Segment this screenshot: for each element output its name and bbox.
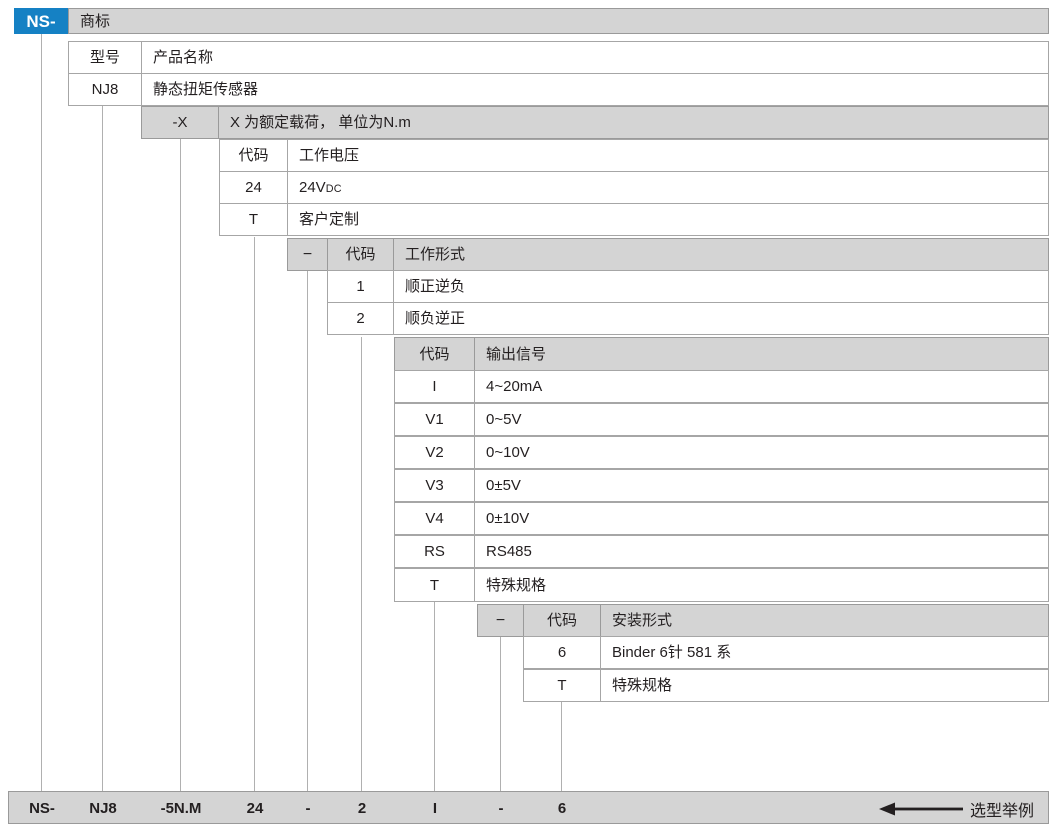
voltage-row-label-cell: 24V DC <box>287 171 1049 204</box>
brand-code-cell: NS- <box>14 8 68 34</box>
output-signal-row-code-cell: T <box>394 568 475 602</box>
output-signal-header-code-cell: 代码 <box>394 337 475 371</box>
brand-label-cell: 商标 <box>68 8 1049 34</box>
summary-item: -5N.M <box>160 800 202 817</box>
output-signal-row-label-cell: RS485 <box>474 535 1049 568</box>
model-header-code-cell: 型号 <box>68 41 142 74</box>
connector-line-capacity <box>180 138 181 791</box>
summary-item: 2 <box>357 800 367 817</box>
output-signal-row-code-cell: V1 <box>394 403 475 436</box>
summary-item: 6 <box>557 800 567 817</box>
model-row-label-cell: 静态扭矩传感器 <box>141 73 1049 106</box>
mounting-row-label-cell: Binder 6针 581 系 <box>600 636 1049 669</box>
output-signal-row-code-cell: RS <box>394 535 475 568</box>
working-form-row-code-cell: 1 <box>327 270 394 303</box>
voltage-header-label-cell: 工作电压 <box>287 139 1049 172</box>
output-signal-row-label-cell: 0~5V <box>474 403 1049 436</box>
output-signal-row-label-cell: 0±10V <box>474 502 1049 535</box>
mounting-header-code-cell: 代码 <box>523 604 601 637</box>
output-signal-row-code-cell: V4 <box>394 502 475 535</box>
connector-line-model <box>102 99 103 791</box>
voltage-header-code-cell: 代码 <box>219 139 288 172</box>
connector-line-output <box>434 602 435 791</box>
model-row-code-cell: NJ8 <box>68 73 142 106</box>
mounting-row-code-cell: 6 <box>523 636 601 669</box>
working-form-header-label-cell: 工作形式 <box>393 238 1049 271</box>
model-header-label-cell: 产品名称 <box>141 41 1049 74</box>
output-signal-row-label-cell: 4~20mA <box>474 370 1049 403</box>
summary-item: NJ8 <box>89 800 117 817</box>
voltage-row-label-text: 24V <box>299 179 326 196</box>
working-form-row-code-cell: 2 <box>327 302 394 335</box>
mounting-row-label-cell: 特殊规格 <box>600 669 1049 702</box>
connector-line-voltage <box>254 237 255 791</box>
mounting-row-code-cell: T <box>523 669 601 702</box>
summary-item: I <box>432 800 438 817</box>
summary-item: NS- <box>29 800 55 817</box>
output-signal-row-code-cell: V2 <box>394 436 475 469</box>
working-form-header-code-cell: 代码 <box>327 238 394 271</box>
voltage-row-code-cell: 24 <box>219 171 288 204</box>
arrow-left-icon <box>878 802 963 815</box>
connector-line-brand <box>41 33 42 791</box>
connector-line-workingform <box>361 337 362 791</box>
output-signal-header-label-cell: 输出信号 <box>474 337 1049 371</box>
summary-item: - <box>305 800 311 817</box>
summary-item: 24 <box>246 800 264 817</box>
output-signal-row-code-cell: V3 <box>394 469 475 502</box>
voltage-row-label-subscript: DC <box>325 183 342 196</box>
connector-line-dash2 <box>500 636 501 791</box>
voltage-row-code-cell: T <box>219 203 288 236</box>
capacity-code-cell: -X <box>141 106 219 139</box>
output-signal-row-label-cell: 0~10V <box>474 436 1049 469</box>
working-form-dash-cell: − <box>287 238 328 271</box>
output-signal-row-code-cell: I <box>394 370 475 403</box>
summary-item: - <box>498 800 504 817</box>
working-form-row-label-cell: 顺正逆负 <box>393 270 1049 303</box>
connector-line-mounting <box>561 702 562 791</box>
example-summary-bar: NS- NJ8 -5N.M 24 - 2 I - 6 选型举例 <box>8 791 1049 824</box>
connector-line-dash1 <box>307 271 308 791</box>
voltage-row-label-cell: 客户定制 <box>287 203 1049 236</box>
capacity-label-cell: X 为额定载荷， 单位为N.m <box>218 106 1049 139</box>
mounting-dash-cell: − <box>477 604 524 637</box>
mounting-header-label-cell: 安装形式 <box>600 604 1049 637</box>
working-form-row-label-cell: 顺负逆正 <box>393 302 1049 335</box>
output-signal-row-label-cell: 0±5V <box>474 469 1049 502</box>
output-signal-row-label-cell: 特殊规格 <box>474 568 1049 602</box>
example-annotation: 选型举例 <box>878 792 1034 825</box>
example-annotation-label: 选型举例 <box>969 802 1034 820</box>
